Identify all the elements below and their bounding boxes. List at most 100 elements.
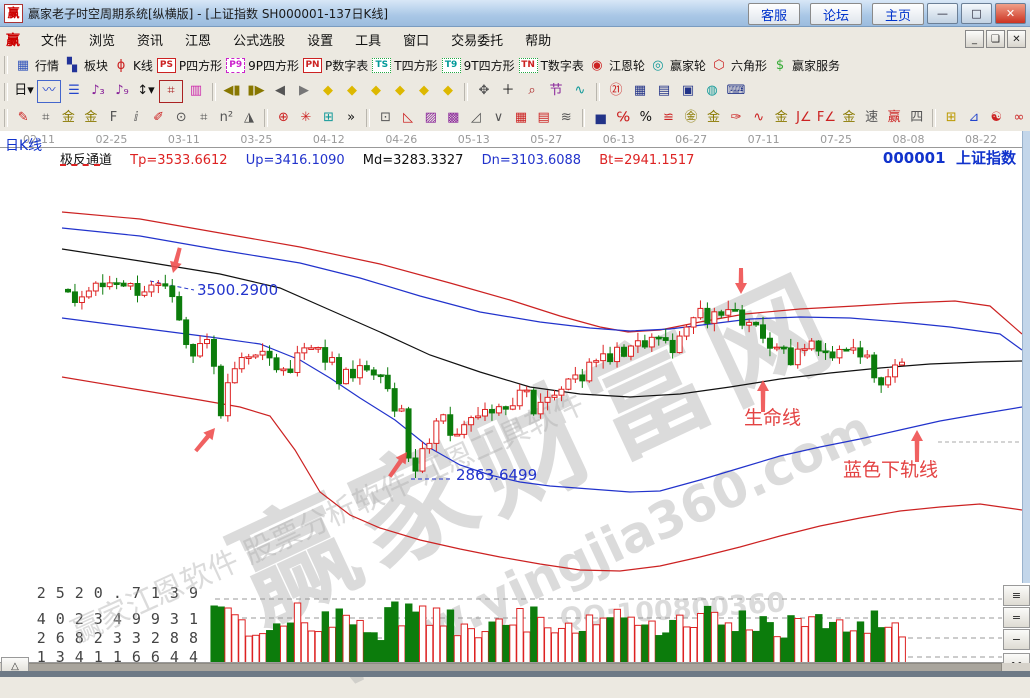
- fan-box1-button[interactable]: ▨: [424, 109, 437, 125]
- draw-pen-button[interactable]: ✎: [17, 109, 29, 125]
- quotes-button[interactable]: ▦ 行情: [14, 57, 59, 74]
- kline-button[interactable]: ɸ K线: [112, 57, 153, 74]
- grid-red2-button[interactable]: ▤: [537, 109, 550, 125]
- right-scroll-strip[interactable]: [1022, 131, 1030, 583]
- candle-style-button[interactable]: ↕▾: [137, 83, 155, 98]
- gann-grid1-button[interactable]: ⌗: [42, 109, 50, 125]
- spiral-button[interactable]: ⅈ: [133, 109, 139, 125]
- first-bar-button[interactable]: ◀▮: [223, 83, 241, 98]
- wave-w-button[interactable]: ∿: [753, 109, 765, 125]
- fib-grid-button[interactable]: F: [109, 109, 118, 125]
- infinity-button[interactable]: ∞: [1013, 109, 1025, 125]
- pct-diff-button[interactable]: ℅: [616, 109, 630, 125]
- pane-split-2-button[interactable]: =: [1003, 607, 1030, 628]
- forum-button[interactable]: 论坛: [810, 3, 863, 25]
- gann-wheel-button[interactable]: ◉ 江恩轮: [588, 57, 645, 74]
- calculator-button[interactable]: ▦: [633, 83, 647, 98]
- diamond-cross-button[interactable]: ◆: [419, 83, 429, 98]
- hexagon-button[interactable]: ⬡ 六角形: [710, 57, 767, 74]
- close-button[interactable]: ✕: [995, 3, 1026, 24]
- target-circle-button[interactable]: ⊕: [277, 109, 289, 125]
- prev-button[interactable]: ◀: [275, 83, 285, 98]
- menu-文件[interactable]: 文件: [41, 34, 68, 49]
- menu-公式选股[interactable]: 公式选股: [233, 34, 286, 49]
- minimize-button[interactable]: —: [927, 3, 958, 24]
- winner-service-button[interactable]: $ 赢家服务: [771, 57, 840, 74]
- mdi-close-button[interactable]: ✕: [1007, 30, 1026, 48]
- four-angle-button[interactable]: 四: [910, 109, 924, 125]
- mdi-restore-button[interactable]: ❏: [986, 30, 1005, 48]
- f-angle-button[interactable]: F∠: [816, 109, 837, 125]
- gold-under-button[interactable]: 金: [774, 109, 788, 125]
- gold-lines-button[interactable]: 金: [707, 109, 721, 125]
- diamond-right-button[interactable]: ◆: [347, 83, 357, 98]
- menu-窗口[interactable]: 窗口: [403, 34, 430, 49]
- menu-交易委托[interactable]: 交易委托: [451, 34, 504, 49]
- menu-浏览[interactable]: 浏览: [89, 34, 116, 49]
- 9t-square-button[interactable]: T9 9T四方形: [441, 57, 515, 74]
- web1-button[interactable]: ✳: [300, 109, 312, 125]
- computer-button[interactable]: ⌨: [726, 83, 746, 98]
- box-tool-button[interactable]: ⊡: [380, 109, 392, 125]
- winner-wheel-button[interactable]: ◎ 赢家轮: [649, 57, 706, 74]
- customer-service-button[interactable]: 客服: [748, 3, 801, 25]
- crosshair-button[interactable]: ＋: [501, 83, 515, 98]
- win-angle-button[interactable]: 赢: [887, 109, 901, 125]
- chart-bars-button[interactable]: ▅: [595, 109, 606, 125]
- gann-tool-button[interactable]: 节: [549, 83, 563, 98]
- fan-box2-button[interactable]: ▩: [447, 109, 460, 125]
- menu-工具[interactable]: 工具: [355, 34, 382, 49]
- chart-mini-button[interactable]: ⊿: [968, 109, 980, 125]
- hand-tool-button[interactable]: ✥: [478, 83, 490, 98]
- j-angle-button[interactable]: J∠: [796, 109, 812, 125]
- measure-button[interactable]: ⌕: [528, 83, 536, 98]
- sectors-button[interactable]: ▚ 板块: [63, 57, 108, 74]
- p-square-button[interactable]: PS P四方形: [156, 57, 222, 74]
- pane-split-3-button[interactable]: ≡: [1003, 585, 1030, 606]
- gold-circle-button[interactable]: ㊎: [684, 109, 698, 125]
- 9p-square-button[interactable]: P9 9P四方形: [226, 57, 299, 74]
- last-bar-button[interactable]: ▮▶: [247, 83, 265, 98]
- menu-江恩[interactable]: 江恩: [185, 34, 212, 49]
- p-number-table-button[interactable]: PN P数字表: [303, 57, 368, 74]
- grid-red-button[interactable]: ▦: [514, 109, 528, 125]
- period-day-button[interactable]: 日▾: [14, 83, 34, 98]
- calendar-button[interactable]: ㉑: [609, 83, 623, 98]
- diamond-left-button[interactable]: ◆: [323, 83, 333, 98]
- plain-grid-button[interactable]: ⌗: [200, 109, 208, 125]
- info-doc-button[interactable]: ☰: [68, 83, 80, 98]
- gold-angle-button[interactable]: 金: [842, 109, 856, 125]
- gold-grid2-button[interactable]: 金: [84, 109, 98, 125]
- n2-button[interactable]: n²: [219, 109, 234, 125]
- more-button[interactable]: »: [347, 109, 356, 125]
- step3-button[interactable]: ♪₃: [91, 83, 105, 98]
- menu-帮助[interactable]: 帮助: [525, 34, 552, 49]
- pane-split-1-button[interactable]: −: [1003, 629, 1030, 650]
- slash-lines-button[interactable]: ≋: [560, 109, 572, 125]
- menu-资讯[interactable]: 资讯: [137, 34, 164, 49]
- restore-button[interactable]: □: [961, 3, 992, 24]
- percent-button[interactable]: %: [639, 109, 652, 125]
- save-button[interactable]: ▣: [681, 83, 695, 98]
- fan-lines-button[interactable]: ◿: [470, 109, 481, 125]
- circle-grid-button[interactable]: ⊙: [175, 109, 187, 125]
- pct-line-button[interactable]: ≌: [662, 109, 674, 125]
- homepage-button[interactable]: 主页: [872, 3, 925, 25]
- chart-area[interactable]: 赢家财富网 www.yingjia360.com QQ:100800360 赢家…: [0, 131, 1030, 698]
- pattern-button[interactable]: ⌗: [159, 80, 183, 103]
- gold-grid1-button[interactable]: 金: [61, 109, 75, 125]
- zoom-area-button[interactable]: 〰: [37, 80, 61, 103]
- t-square-button[interactable]: TS T四方形: [372, 57, 438, 74]
- mdi-minimize-button[interactable]: _: [965, 30, 984, 48]
- v-wave-button[interactable]: ∨: [493, 109, 504, 125]
- diamond-expand-button[interactable]: ◆: [371, 83, 381, 98]
- wave-tool-button[interactable]: ∿: [574, 83, 586, 98]
- menu-设置[interactable]: 设置: [307, 34, 334, 49]
- pen-ruler-button[interactable]: ✐: [153, 109, 165, 125]
- pen-b-button[interactable]: ✑: [730, 109, 742, 125]
- angle-a-button[interactable]: ◮: [243, 109, 254, 125]
- web2-button[interactable]: ⊞: [323, 109, 334, 125]
- step9-button[interactable]: ♪₉: [115, 83, 129, 98]
- next-button[interactable]: ▶: [299, 83, 309, 98]
- notebook-button[interactable]: ▤: [657, 83, 671, 98]
